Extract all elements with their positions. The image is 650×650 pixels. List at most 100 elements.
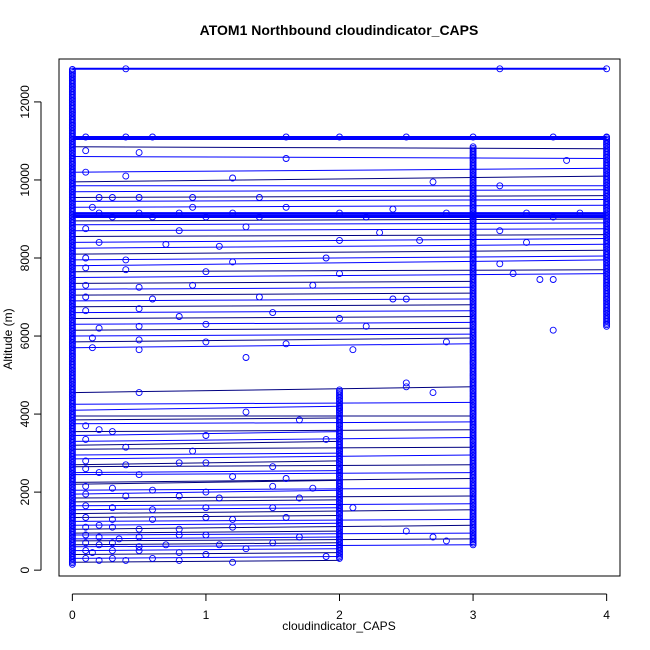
series-line [72, 509, 474, 515]
series-line [72, 518, 474, 522]
data-point [202, 268, 210, 276]
series-line [72, 310, 474, 314]
series-line [72, 446, 474, 450]
data-point [242, 545, 250, 553]
data-point [175, 492, 183, 500]
data-point [108, 523, 116, 531]
y-tick-label: 4000 [18, 400, 32, 427]
series-line [72, 552, 340, 555]
series-line [72, 146, 607, 150]
series-line [72, 234, 607, 237]
x-tick-label: 1 [203, 608, 210, 622]
data-point [442, 338, 450, 346]
data-point [175, 525, 183, 533]
y-tick-label: 10000 [18, 163, 32, 197]
series-line [72, 401, 474, 405]
data-point [549, 326, 557, 334]
data-point [82, 482, 90, 490]
series-line [72, 189, 607, 193]
data-point [108, 428, 116, 436]
series-line [72, 218, 607, 222]
data-point [282, 203, 290, 211]
series-line [72, 243, 607, 249]
data-point [175, 459, 183, 467]
data-point [95, 194, 103, 201]
series-line [72, 559, 340, 563]
data-point [108, 213, 116, 221]
series-line [72, 343, 474, 349]
series-line [72, 542, 340, 546]
data-point [82, 168, 90, 176]
y-tick-label: 2000 [18, 478, 32, 505]
data-point [122, 492, 130, 500]
data-point [496, 182, 504, 190]
plot-frame [58, 58, 621, 577]
data-point [429, 533, 437, 541]
data-point [88, 549, 96, 557]
series-line [72, 464, 474, 468]
data-point [336, 236, 343, 244]
data-point [202, 213, 210, 221]
data-point [149, 213, 156, 221]
data-point [95, 541, 103, 549]
series-line [72, 286, 474, 290]
data-point [349, 346, 357, 354]
data-point [215, 494, 223, 502]
data-point [349, 504, 357, 512]
data-point [82, 435, 90, 443]
data-point [135, 305, 143, 313]
data-point [108, 554, 116, 562]
data-point [402, 295, 410, 303]
data-point [229, 558, 237, 566]
data-point [88, 334, 96, 342]
data-point [135, 149, 143, 157]
data-point [255, 213, 263, 221]
data-point [215, 541, 223, 549]
data-point [282, 340, 290, 348]
series-line [72, 472, 474, 476]
data-point [88, 203, 96, 211]
data-point [336, 404, 343, 412]
data-point [496, 227, 504, 235]
data-point [282, 514, 290, 521]
y-axis: 0 2000 4000 6000 8000 10000 12000 [18, 85, 42, 573]
data-point [202, 459, 210, 467]
series-line [72, 524, 474, 530]
data-point [189, 281, 197, 289]
data-point [242, 408, 250, 416]
series-line [72, 499, 340, 503]
y-tick-label: 8000 [18, 244, 32, 271]
data-point [108, 194, 116, 201]
data-point [135, 283, 143, 291]
data-point [95, 533, 103, 541]
series-line [72, 470, 340, 474]
data-point [336, 447, 343, 455]
data-point [603, 133, 611, 141]
data-point [108, 547, 116, 555]
data-point [309, 484, 317, 492]
data-point [496, 260, 504, 268]
x-tick-label: 0 [69, 608, 76, 622]
data-point [175, 227, 183, 235]
series-line [72, 228, 607, 232]
series-line [72, 478, 474, 483]
data-point [215, 242, 223, 250]
series-line [72, 437, 474, 442]
data-point [402, 383, 410, 391]
data-point [95, 426, 103, 434]
data-point [135, 389, 143, 397]
data-point [282, 475, 290, 482]
data-point [122, 65, 130, 73]
data-point [336, 386, 343, 394]
data-point [95, 556, 103, 564]
x-tick-label: 3 [470, 608, 477, 622]
data-point [82, 514, 90, 521]
data-point [162, 541, 170, 549]
series-line [72, 479, 340, 485]
data-point [229, 258, 237, 266]
data-point [122, 266, 130, 274]
data-point [82, 531, 90, 539]
x-tick-label: 4 [603, 608, 610, 622]
data-point [509, 270, 517, 278]
data-point [82, 554, 90, 562]
